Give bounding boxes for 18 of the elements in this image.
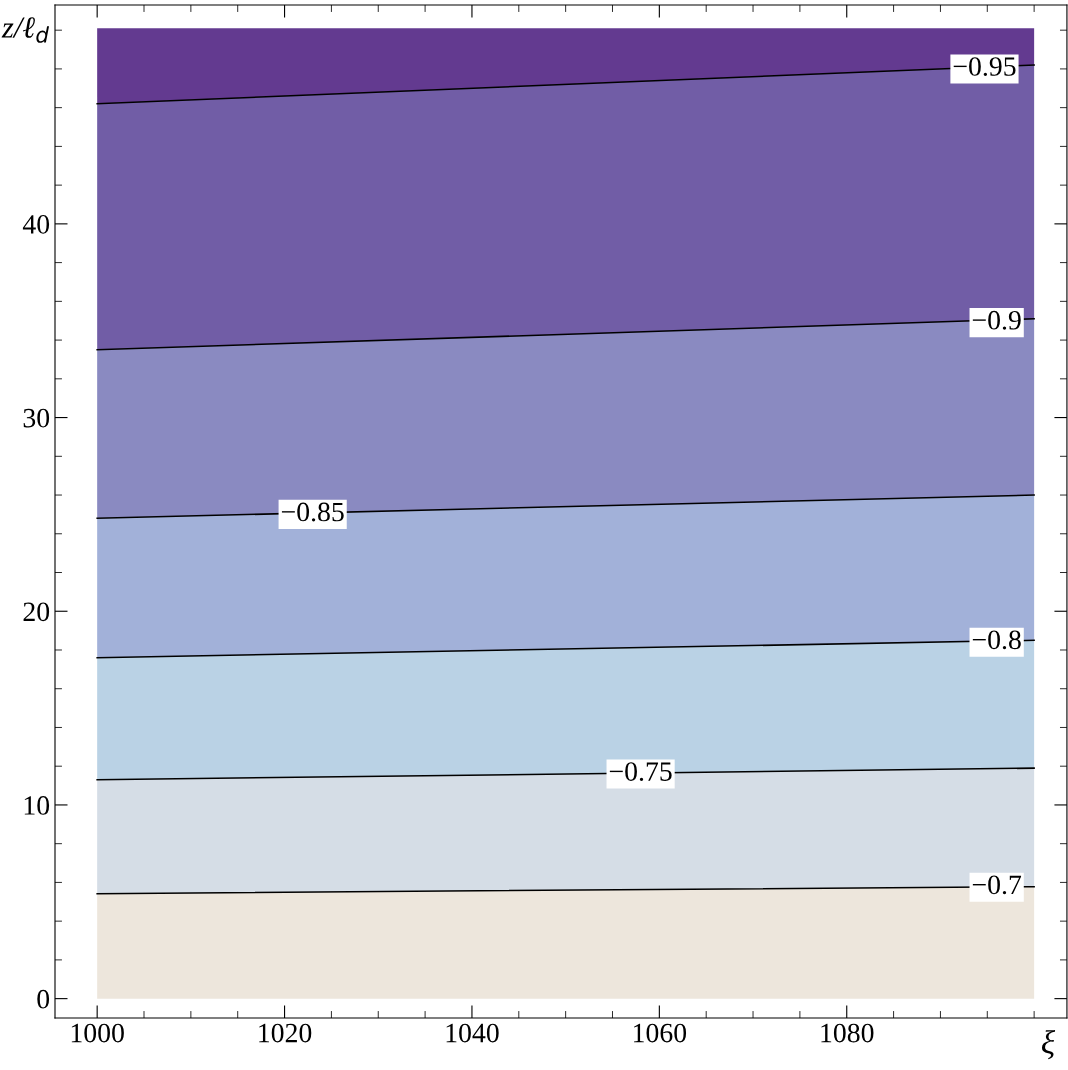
annotation: −0.9 [972, 310, 1021, 330]
annotation: −0.95 [953, 57, 1016, 76]
x-tick-label: 1080 [821, 1023, 874, 1043]
annotation: −0.8 [972, 630, 1021, 650]
annotation: −0.75 [609, 762, 672, 782]
annotation: −0.7 [972, 875, 1022, 895]
x-tick-label: 1060 [634, 1023, 687, 1043]
y-tick-label: 10 [24, 796, 50, 815]
y-tick-label: 0 [37, 989, 50, 1009]
x-tick-label: 1000 [71, 1023, 124, 1043]
x-axis-title: ξ [1041, 1029, 1056, 1060]
annotation: −0.85 [281, 502, 344, 522]
y-tick-label: 20 [23, 602, 50, 622]
x-tick-label: 1040 [446, 1023, 499, 1043]
x-tick-label: 1020 [259, 1023, 312, 1043]
y-tick-label: 40 [22, 215, 50, 234]
y-axis-title: z/ℓ$_{d}$ [1, 17, 50, 43]
y-tick-label: 30 [23, 408, 50, 428]
